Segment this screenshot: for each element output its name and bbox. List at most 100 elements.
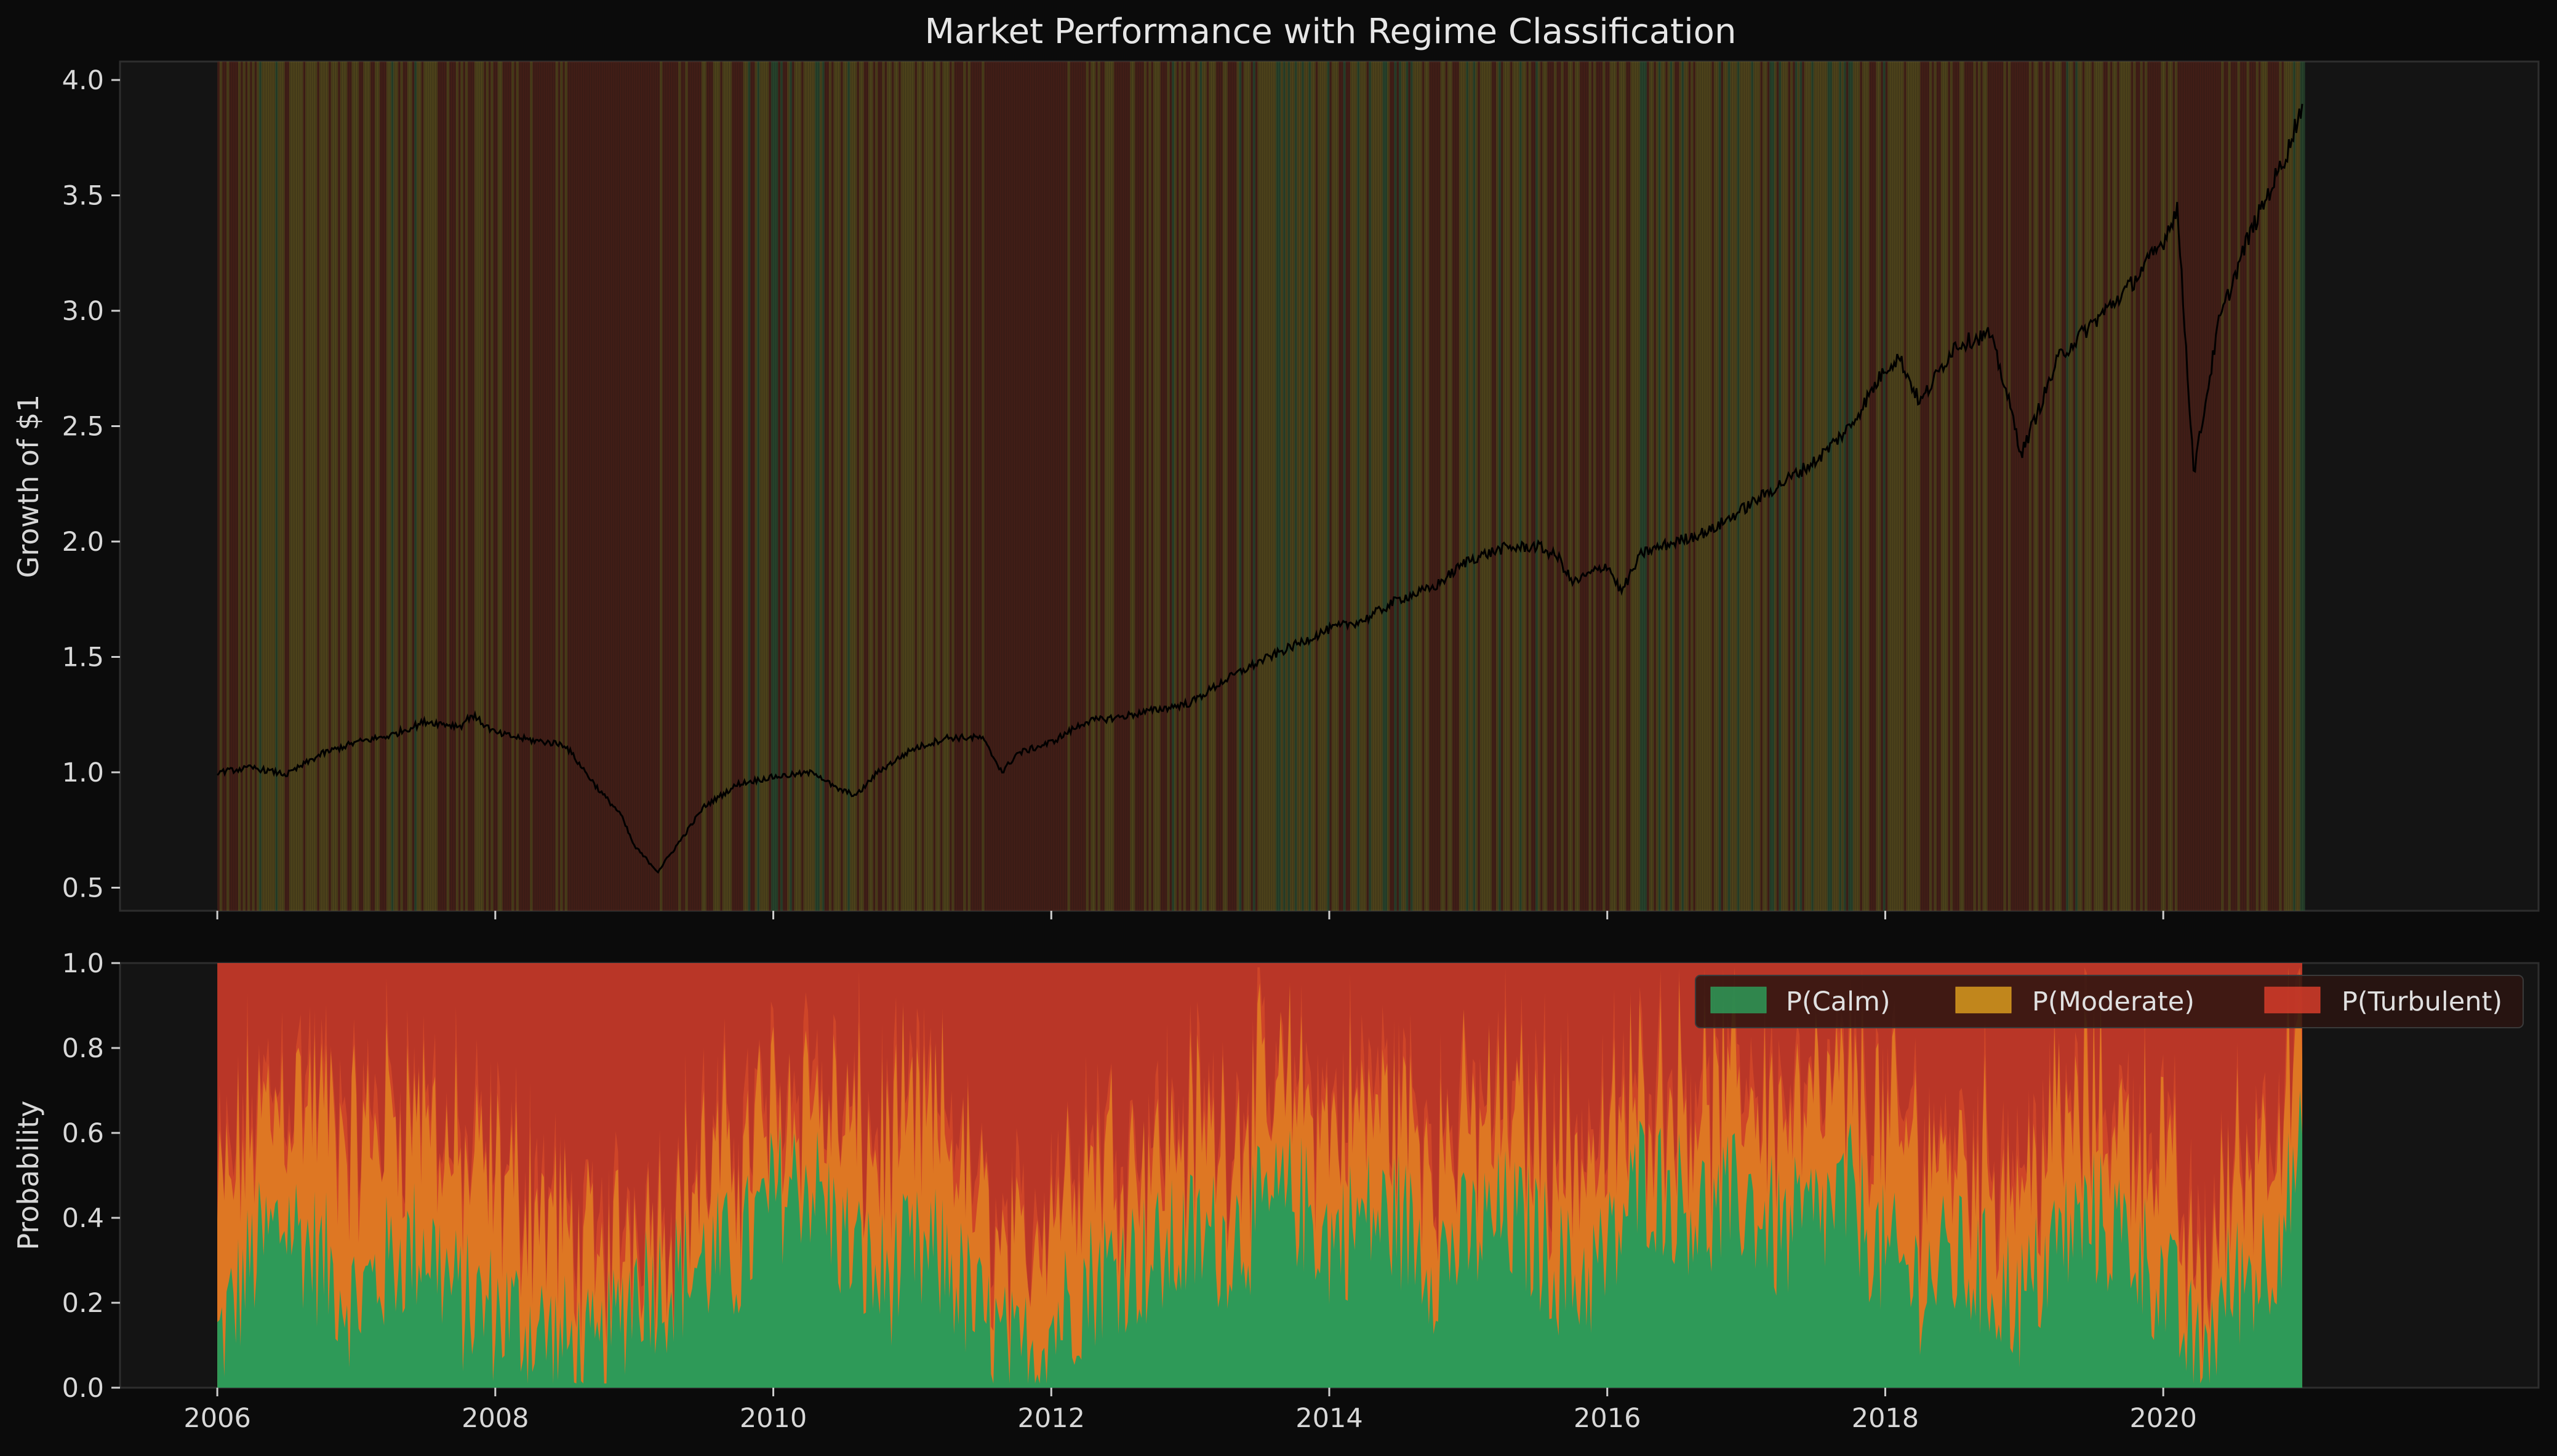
regime-band — [1695, 62, 1699, 911]
regime-band — [842, 62, 846, 911]
regime-band — [1063, 62, 1066, 911]
regime-band — [2225, 62, 2229, 911]
regime-band — [1899, 62, 1902, 911]
regime-band — [321, 62, 325, 911]
regime-band — [539, 62, 542, 911]
regime-band — [1378, 62, 1381, 911]
regime-band — [551, 62, 554, 911]
regime-band — [1603, 62, 1606, 911]
regime-band — [1090, 62, 1094, 911]
regime-band — [1971, 62, 1974, 911]
regime-band — [1934, 62, 1937, 911]
regime-band — [831, 62, 834, 911]
probability-y-tick-label: 0.4 — [62, 1203, 104, 1234]
regime-band — [1067, 62, 1071, 911]
regime-band — [1125, 62, 1129, 911]
regime-band — [242, 62, 246, 911]
regime-band — [1102, 62, 1105, 911]
regime-band — [391, 62, 394, 911]
regime-band — [279, 62, 283, 911]
regime-band — [2270, 62, 2273, 911]
regime-band — [333, 62, 336, 911]
regime-band — [226, 62, 230, 911]
regime-band — [2228, 62, 2231, 911]
regime-band — [1339, 62, 1342, 911]
regime-band — [2182, 62, 2185, 911]
regime-band — [1419, 62, 1423, 911]
regime-band — [2147, 62, 2150, 911]
regime-band — [1658, 62, 1662, 911]
regime-band — [1479, 62, 1483, 911]
regime-band — [523, 62, 526, 911]
regime-band — [2012, 62, 2016, 911]
regime-band — [891, 62, 895, 911]
regime-band — [442, 62, 445, 911]
regime-band — [1331, 62, 1335, 911]
regime-band — [1315, 62, 1318, 911]
regime-band — [534, 62, 538, 911]
regime-band — [1674, 62, 1678, 911]
probability-x-tick-label: 2016 — [1574, 1403, 1641, 1434]
regime-band — [395, 62, 399, 911]
regime-band — [1746, 62, 1750, 911]
regime-band — [1681, 62, 1684, 911]
regime-band — [335, 62, 338, 911]
regime-band — [1788, 62, 1791, 911]
regime-band — [1313, 62, 1316, 911]
regime-band — [1373, 62, 1377, 911]
regime-band — [231, 62, 234, 911]
regime-band — [488, 62, 492, 911]
regime-band — [1142, 62, 1145, 911]
regime-band — [1519, 62, 1523, 911]
regime-band — [1037, 62, 1041, 911]
regime-band — [601, 62, 605, 911]
regime-band — [590, 62, 593, 911]
regime-band — [1836, 62, 1839, 911]
regime-band — [701, 62, 705, 911]
regime-band — [1366, 62, 1369, 911]
regime-band — [2200, 62, 2203, 911]
regime-band — [1246, 62, 1249, 911]
regime-band — [382, 62, 385, 911]
regime-band — [951, 62, 954, 911]
regime-band — [636, 62, 640, 911]
regime-band — [270, 62, 274, 911]
regime-band — [1343, 62, 1347, 911]
regime-band — [2172, 62, 2175, 911]
regime-band — [236, 62, 239, 911]
regime-band — [314, 62, 318, 911]
regime-band — [1060, 62, 1063, 911]
regime-band — [836, 62, 839, 911]
regime-band — [1936, 62, 1939, 911]
regime-band — [439, 62, 443, 911]
regime-band — [1516, 62, 1520, 911]
regime-band — [1427, 62, 1430, 911]
regime-band — [652, 62, 656, 911]
regime-band — [476, 62, 480, 911]
regime-band — [1948, 62, 1951, 911]
regime-band — [1046, 62, 1050, 911]
regime-band — [1621, 62, 1624, 911]
regime-band — [1151, 62, 1154, 911]
regime-band — [1575, 62, 1578, 911]
regime-band — [2161, 62, 2164, 911]
regime-band — [1952, 62, 1956, 911]
chart-title: Market Performance with Regime Classific… — [925, 12, 1737, 52]
regime-band — [543, 62, 547, 911]
regime-band — [1396, 62, 1399, 911]
regime-band — [268, 62, 271, 911]
regime-band — [1989, 62, 1993, 911]
regime-band — [2191, 62, 2194, 911]
regime-band — [2177, 62, 2180, 911]
regime-band — [1871, 62, 1875, 911]
regime-band — [2017, 62, 2020, 911]
regime-band — [945, 62, 948, 911]
regime-band — [1883, 62, 1886, 911]
regime-band — [699, 62, 702, 911]
probability-y-tick-label: 0.8 — [62, 1033, 104, 1064]
regime-band — [903, 62, 906, 911]
regime-band — [1398, 62, 1402, 911]
regime-band — [2300, 62, 2303, 911]
regime-band — [446, 62, 450, 911]
regime-band — [1167, 62, 1170, 911]
